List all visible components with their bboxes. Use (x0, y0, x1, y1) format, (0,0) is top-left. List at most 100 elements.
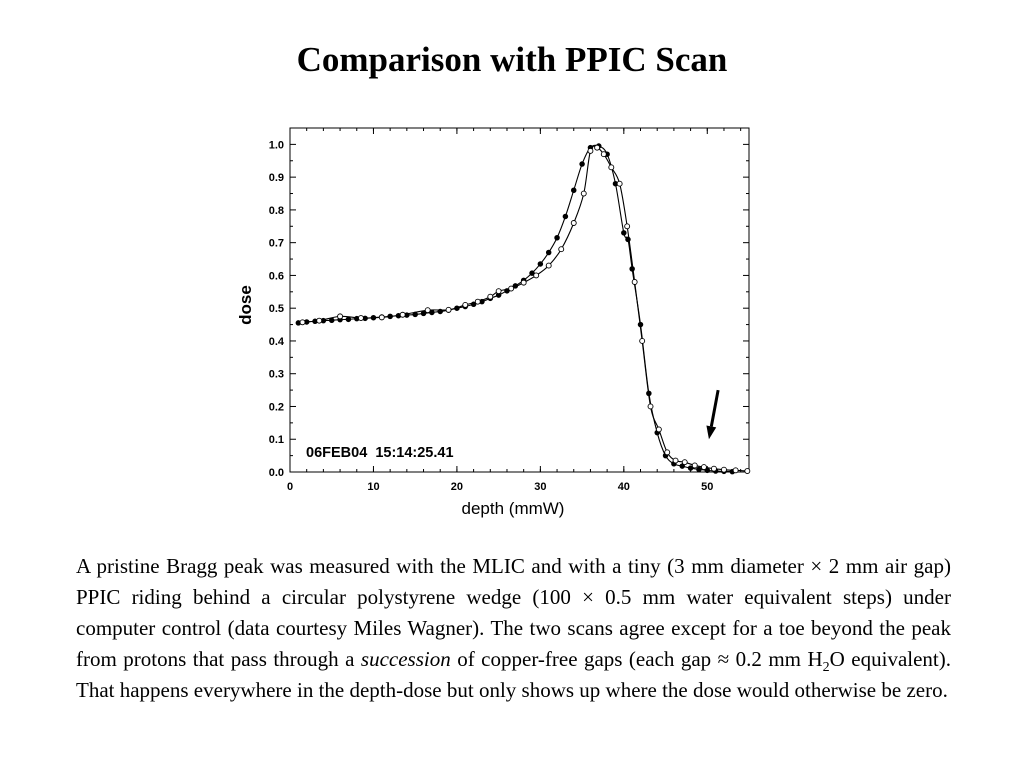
y-axis-label: dose (236, 285, 255, 325)
data-point-open (600, 151, 607, 158)
data-point-filled (328, 317, 335, 324)
x-tick-label: 30 (534, 481, 546, 493)
x-tick-label: 10 (367, 481, 379, 493)
data-point-open (378, 314, 385, 321)
data-point-open (710, 465, 717, 472)
data-point-filled (570, 187, 577, 193)
y-tick-label: 0.4 (269, 336, 285, 348)
data-point-filled (679, 463, 685, 469)
data-point-open (639, 338, 646, 344)
x-tick-label: 50 (701, 481, 713, 493)
data-point-filled (537, 261, 544, 267)
caption-emphasis: succession (360, 647, 451, 671)
data-point-filled (554, 235, 560, 241)
data-point-open (299, 319, 306, 326)
y-tick-label: 0.9 (269, 172, 284, 184)
y-tick-label: 0.3 (269, 369, 284, 381)
slide-title: Comparison with PPIC Scan (296, 40, 728, 79)
data-point-filled (629, 266, 635, 272)
data-point-filled (429, 309, 435, 316)
caption-text-1: A pristine Bragg peak was measured with … (76, 554, 951, 671)
data-point-open (399, 311, 406, 318)
data-point-open (462, 301, 469, 308)
y-tick-label: 0.1 (269, 434, 284, 446)
data-point-open (487, 293, 494, 300)
data-point-open (587, 147, 594, 154)
data-point-open (424, 307, 431, 314)
data-point-open (608, 164, 615, 171)
data-point-open (533, 272, 540, 279)
data-point-filled (504, 288, 510, 294)
data-point-open (520, 279, 527, 286)
data-point-filled (437, 308, 443, 315)
data-point-filled (646, 390, 652, 397)
timestamp-annotation: 06FEB04 15:14:25.41 (306, 445, 454, 461)
arrow-head (706, 425, 717, 440)
data-point-open (732, 467, 739, 474)
data-point-open (647, 403, 654, 410)
y-tick-label: 0.5 (269, 303, 284, 315)
data-point-open (594, 144, 601, 151)
data-point-open (316, 317, 323, 324)
bragg-peak-chart: 0 10 20 30 40 50 0.00.10.20.30.40.50.60.70.80… (236, 127, 751, 518)
data-point-open (558, 246, 565, 253)
data-point-open (337, 313, 344, 320)
data-point-filled (704, 467, 711, 474)
data-point-open (691, 462, 698, 469)
data-point-open (700, 464, 707, 471)
data-point-filled (579, 161, 585, 167)
data-point-filled (625, 236, 631, 243)
x-tick-label: 40 (618, 481, 630, 493)
data-point-open (357, 315, 364, 321)
data-point-filled (345, 316, 352, 323)
data-point-open (744, 468, 751, 474)
caption-paragraph: A pristine Bragg peak was measured with … (76, 551, 951, 706)
data-point-open (580, 190, 587, 197)
caption-text-2: of copper-free gaps (each gap ≈ 0.2 mm H (450, 647, 823, 671)
plot-area (289, 127, 750, 473)
data-point-open (495, 288, 502, 295)
data-point-open (631, 279, 638, 285)
data-point-filled (512, 283, 519, 289)
data-point-open (681, 459, 688, 466)
data-point-open (721, 466, 727, 473)
data-point-filled (370, 314, 377, 321)
data-point-open (570, 220, 577, 226)
y-tick-label: 0.2 (269, 401, 284, 413)
data-point-open (508, 285, 515, 292)
data-point-open (474, 298, 481, 305)
x-tick-label: 20 (451, 481, 463, 493)
data-point-filled (621, 230, 627, 236)
data-point-filled (545, 249, 552, 256)
data-point-filled (696, 466, 702, 473)
y-axis: 0.0 0.1 0.2 0.3 0.4 0.5 0.6 0.7 0.8 0.9 1.0 (269, 127, 749, 479)
data-point-open (624, 223, 631, 230)
data-point-filled (420, 310, 427, 317)
x-axis-label: depth (mmW) (462, 499, 565, 518)
data-point-open (616, 180, 623, 187)
y-tick-label: 0.0 (269, 467, 284, 479)
fit-curve-2 (302, 145, 748, 472)
caption-text-3: O equivalent). That happens everywhere i… (76, 647, 951, 702)
data-point-open (664, 449, 671, 456)
data-point-filled (687, 465, 694, 471)
data-point-open (445, 306, 452, 313)
data-point-open (545, 262, 552, 269)
caption-subscript: 2 (822, 660, 830, 676)
x-axis: 0 10 20 30 40 50 (287, 128, 742, 493)
data-point-filled (470, 301, 477, 308)
x-tick-label: 0 (287, 481, 293, 493)
data-points (295, 143, 751, 475)
arrow-annotation (706, 389, 720, 440)
data-point-filled (412, 311, 418, 318)
y-tick-label: 0.6 (269, 270, 284, 282)
fit-curve-1 (298, 144, 733, 473)
fit-curves (298, 144, 748, 473)
plot-frame (289, 127, 750, 473)
data-point-filled (529, 270, 535, 276)
y-tick-label: 1.0 (269, 139, 284, 151)
data-point-filled (387, 313, 393, 320)
data-point-open (655, 426, 662, 433)
data-point-open (672, 457, 679, 464)
data-point-filled (454, 305, 460, 311)
